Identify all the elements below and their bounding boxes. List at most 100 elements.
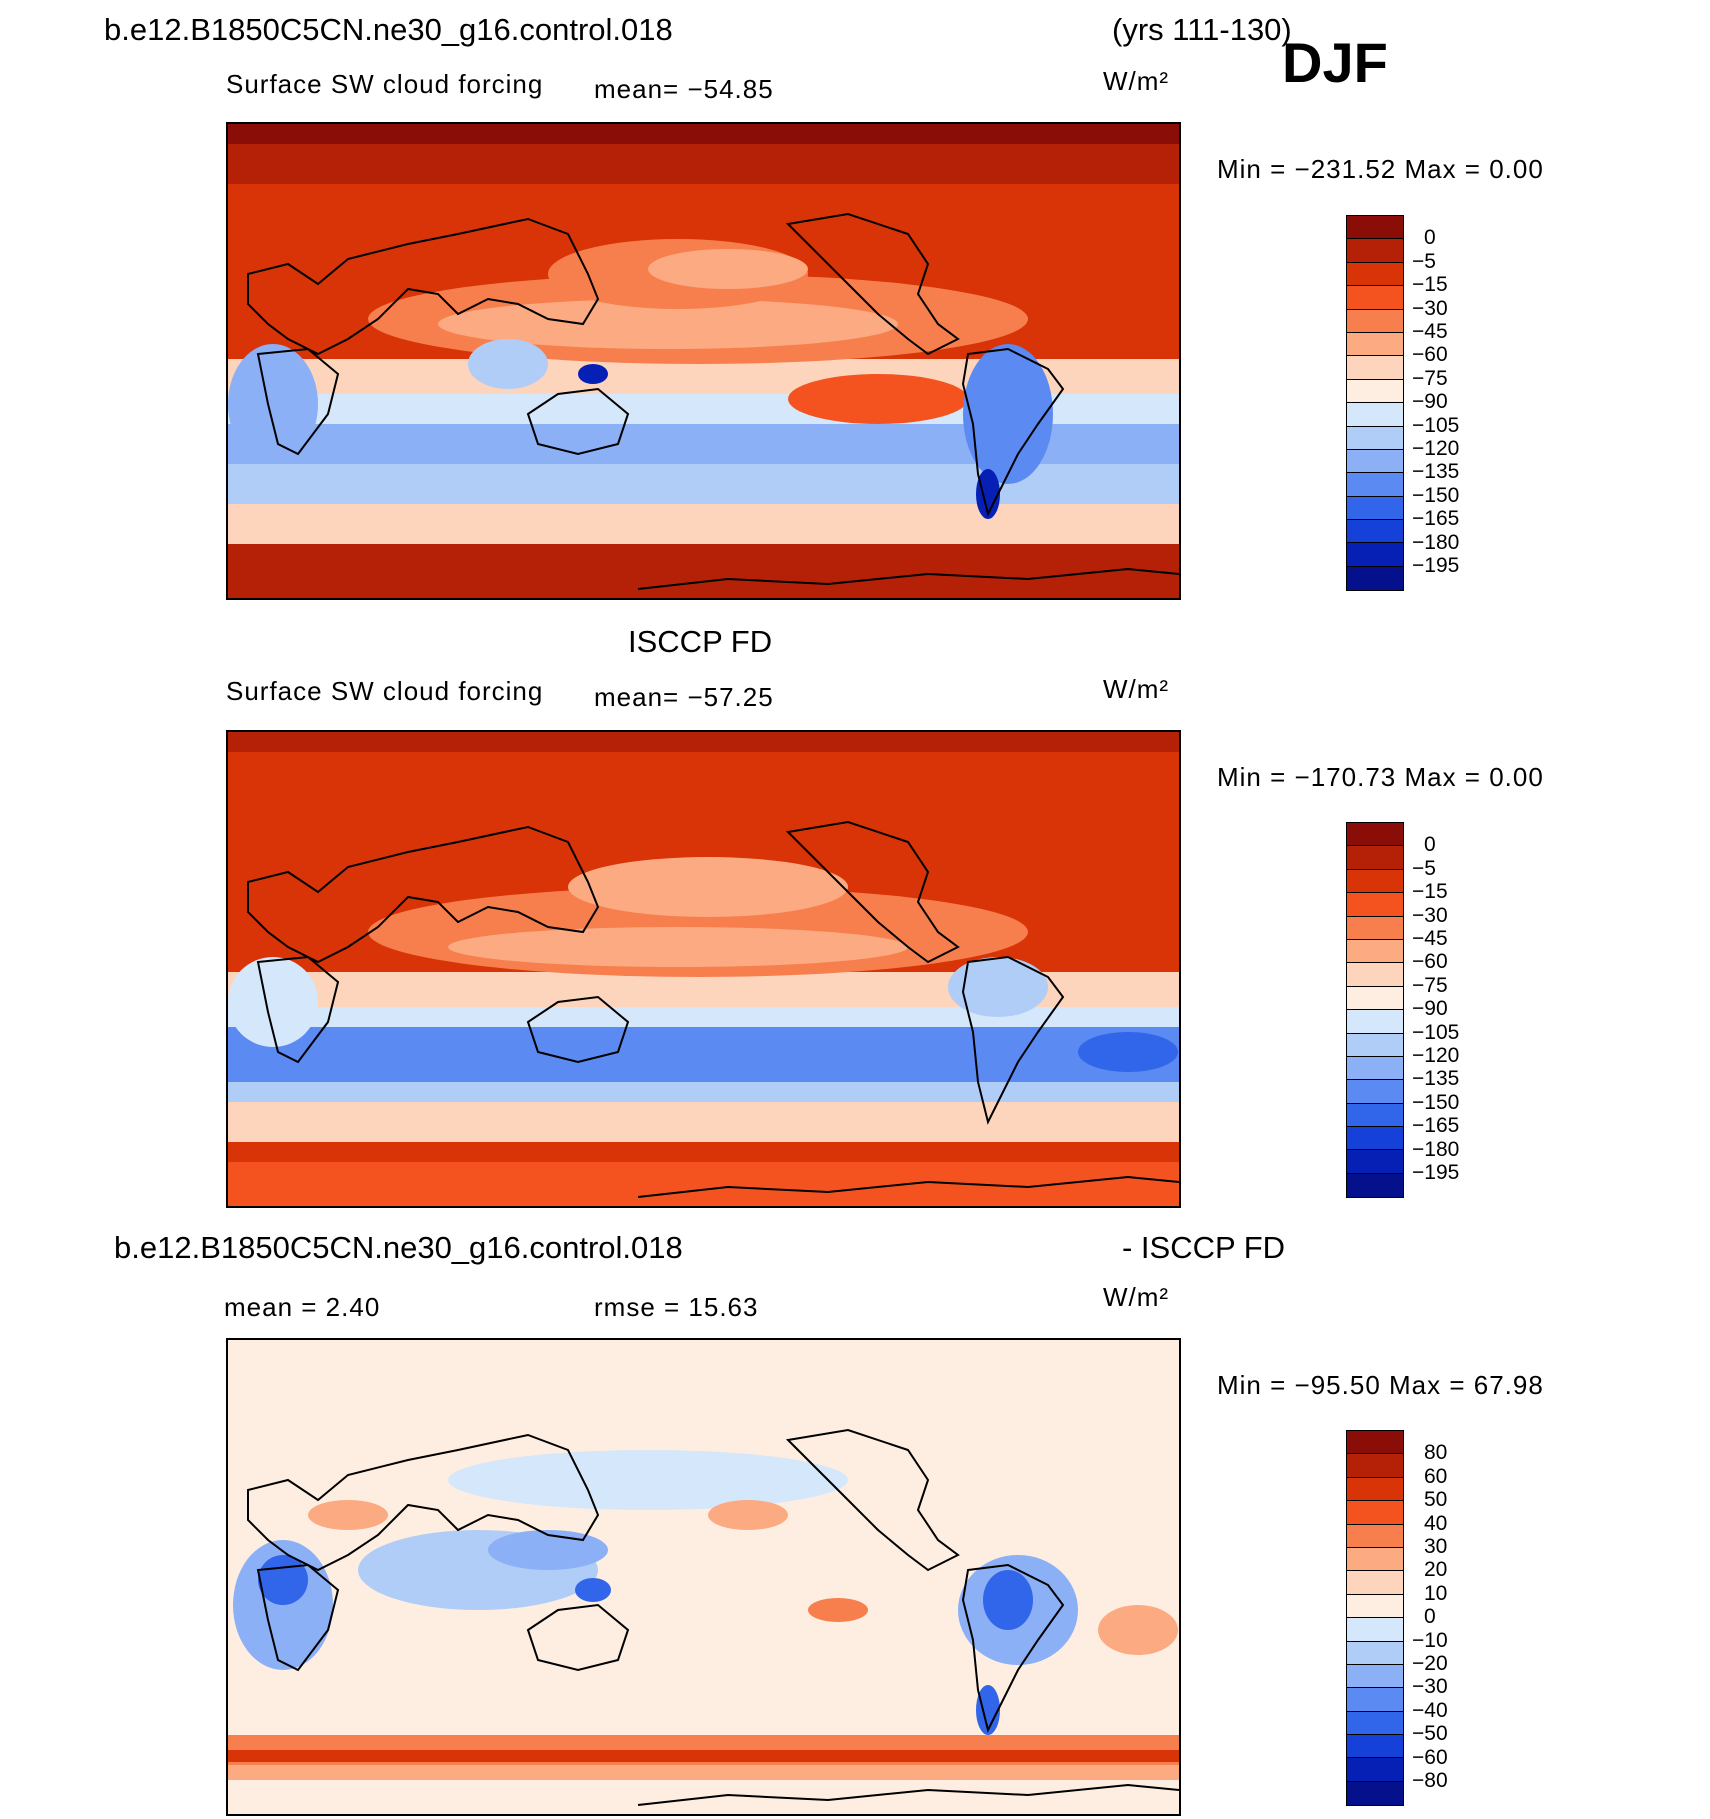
colorbar-swatch bbox=[1347, 262, 1403, 287]
colorbar-swatch bbox=[1347, 332, 1403, 357]
panel1-colorbar bbox=[1346, 215, 1404, 592]
colorbar-tick-label: −60 bbox=[1412, 1745, 1448, 1769]
colorbar-tick-label: 30 bbox=[1424, 1535, 1448, 1558]
colorbar-tick-label: −15 bbox=[1412, 880, 1448, 904]
colorbar-swatch bbox=[1347, 1033, 1403, 1057]
colorbar-swatch bbox=[1347, 543, 1403, 567]
colorbar-swatch bbox=[1347, 1735, 1403, 1759]
panel2-units: W/m² bbox=[1103, 674, 1170, 704]
colorbar-swatch bbox=[1347, 846, 1403, 870]
colorbar-swatch bbox=[1347, 1173, 1403, 1198]
colorbar-tick-label: −120 bbox=[1412, 1044, 1460, 1067]
colorbar-tick-label: −5 bbox=[1412, 856, 1436, 880]
colorbar-tick-label: −195 bbox=[1412, 554, 1460, 577]
panel2-map bbox=[226, 730, 1181, 1208]
colorbar-swatch bbox=[1347, 379, 1403, 404]
colorbar-tick-label: 20 bbox=[1424, 1558, 1448, 1582]
colorbar-tick-label: 0 bbox=[1424, 833, 1436, 857]
colorbar-tick-label: −150 bbox=[1412, 1090, 1460, 1114]
colorbar-tick-label: −105 bbox=[1412, 413, 1460, 437]
colorbar-tick-label: 40 bbox=[1424, 1511, 1448, 1535]
colorbar-swatch bbox=[1347, 403, 1403, 427]
colorbar-swatch bbox=[1347, 1758, 1403, 1782]
colorbar-swatch bbox=[1347, 1781, 1403, 1806]
panel1-mean: mean= −54.85 bbox=[594, 74, 774, 104]
colorbar-tick-label: −10 bbox=[1412, 1628, 1448, 1652]
colorbar-tick-label: −60 bbox=[1412, 950, 1448, 974]
panel3-rmse: rmse = 15.63 bbox=[594, 1292, 759, 1322]
colorbar-swatch bbox=[1347, 963, 1403, 987]
panel3-units: W/m² bbox=[1103, 1282, 1170, 1312]
colorbar-swatch bbox=[1347, 1127, 1403, 1151]
colorbar-tick-label: −20 bbox=[1412, 1652, 1448, 1675]
panel3-title: b.e12.B1850C5CN.ne30_g16.control.018 bbox=[114, 1230, 683, 1265]
colorbar-swatch bbox=[1347, 823, 1403, 847]
colorbar-tick-label: −165 bbox=[1412, 507, 1460, 531]
colorbar-tick-label: 80 bbox=[1424, 1441, 1448, 1465]
colorbar-tick-label: −90 bbox=[1412, 997, 1448, 1021]
colorbar-swatch bbox=[1347, 1477, 1403, 1502]
colorbar-swatch bbox=[1347, 916, 1403, 940]
colorbar-tick-label: −195 bbox=[1412, 1161, 1460, 1184]
colorbar-tick-label: −60 bbox=[1412, 343, 1448, 367]
colorbar-tick-label: −30 bbox=[1412, 1675, 1448, 1699]
colorbar-swatch bbox=[1347, 869, 1403, 894]
colorbar-swatch bbox=[1347, 1688, 1403, 1712]
colorbar-tick-label: 60 bbox=[1424, 1464, 1448, 1488]
colorbar-swatch bbox=[1347, 239, 1403, 263]
panel1-units: W/m² bbox=[1103, 66, 1170, 96]
years-label: (yrs 111-130) bbox=[1112, 12, 1292, 47]
colorbar-tick-label: −90 bbox=[1412, 390, 1448, 414]
colorbar-swatch bbox=[1347, 1524, 1403, 1548]
colorbar-tick-label: −80 bbox=[1412, 1769, 1448, 1792]
colorbar-tick-label: 0 bbox=[1424, 1605, 1436, 1629]
colorbar-swatch bbox=[1347, 1080, 1403, 1104]
colorbar-swatch bbox=[1347, 1103, 1403, 1128]
colorbar-tick-label: −180 bbox=[1412, 530, 1460, 554]
colorbar-swatch bbox=[1347, 1431, 1403, 1455]
colorbar-swatch bbox=[1347, 473, 1403, 497]
colorbar-tick-label: −120 bbox=[1412, 437, 1460, 460]
colorbar-tick-label: −105 bbox=[1412, 1020, 1460, 1044]
panel3-mean: mean = 2.40 bbox=[224, 1292, 381, 1322]
colorbar-tick-label: −150 bbox=[1412, 483, 1460, 507]
colorbar-tick-label: −30 bbox=[1412, 296, 1448, 320]
colorbar-tick-label: −45 bbox=[1412, 320, 1448, 343]
panel3-colorbar bbox=[1346, 1430, 1404, 1807]
colorbar-swatch bbox=[1347, 1056, 1403, 1081]
colorbar-swatch bbox=[1347, 1150, 1403, 1174]
colorbar-swatch bbox=[1347, 309, 1403, 333]
panel1-minmax: Min = −231.52 Max = 0.00 bbox=[1217, 154, 1544, 184]
season-label: DJF bbox=[1282, 31, 1388, 94]
panel3-map bbox=[226, 1338, 1181, 1816]
colorbar-tick-label: −45 bbox=[1412, 927, 1448, 950]
panel2-variable: Surface SW cloud forcing bbox=[226, 676, 544, 706]
colorbar-tick-label: −30 bbox=[1412, 903, 1448, 927]
colorbar-swatch bbox=[1347, 1454, 1403, 1478]
colorbar-swatch bbox=[1347, 893, 1403, 917]
colorbar-swatch bbox=[1347, 939, 1403, 964]
panel2-mean: mean= −57.25 bbox=[594, 682, 774, 712]
colorbar-tick-label: −5 bbox=[1412, 249, 1436, 273]
colorbar-swatch bbox=[1347, 496, 1403, 521]
colorbar-swatch bbox=[1347, 356, 1403, 380]
colorbar-tick-label: −40 bbox=[1412, 1698, 1448, 1722]
colorbar-swatch bbox=[1347, 520, 1403, 544]
panel2-title: ISCCP FD bbox=[628, 624, 773, 659]
colorbar-tick-label: 50 bbox=[1424, 1488, 1448, 1512]
panel3-minmax: Min = −95.50 Max = 67.98 bbox=[1217, 1370, 1544, 1400]
colorbar-tick-label: −75 bbox=[1412, 973, 1448, 997]
panel1-map bbox=[226, 122, 1181, 600]
panel3-title-right: - ISCCP FD bbox=[1122, 1230, 1286, 1265]
colorbar-swatch bbox=[1347, 286, 1403, 310]
colorbar-swatch bbox=[1347, 1571, 1403, 1595]
colorbar-tick-label: −75 bbox=[1412, 366, 1448, 390]
colorbar-tick-label: 10 bbox=[1424, 1581, 1448, 1605]
colorbar-tick-label: 0 bbox=[1424, 226, 1436, 250]
colorbar-tick-label: −15 bbox=[1412, 273, 1448, 297]
panel2-minmax: Min = −170.73 Max = 0.00 bbox=[1217, 762, 1544, 792]
colorbar-swatch bbox=[1347, 449, 1403, 474]
colorbar-tick-label: −135 bbox=[1412, 460, 1460, 484]
colorbar-swatch bbox=[1347, 1618, 1403, 1642]
colorbar-swatch bbox=[1347, 566, 1403, 591]
